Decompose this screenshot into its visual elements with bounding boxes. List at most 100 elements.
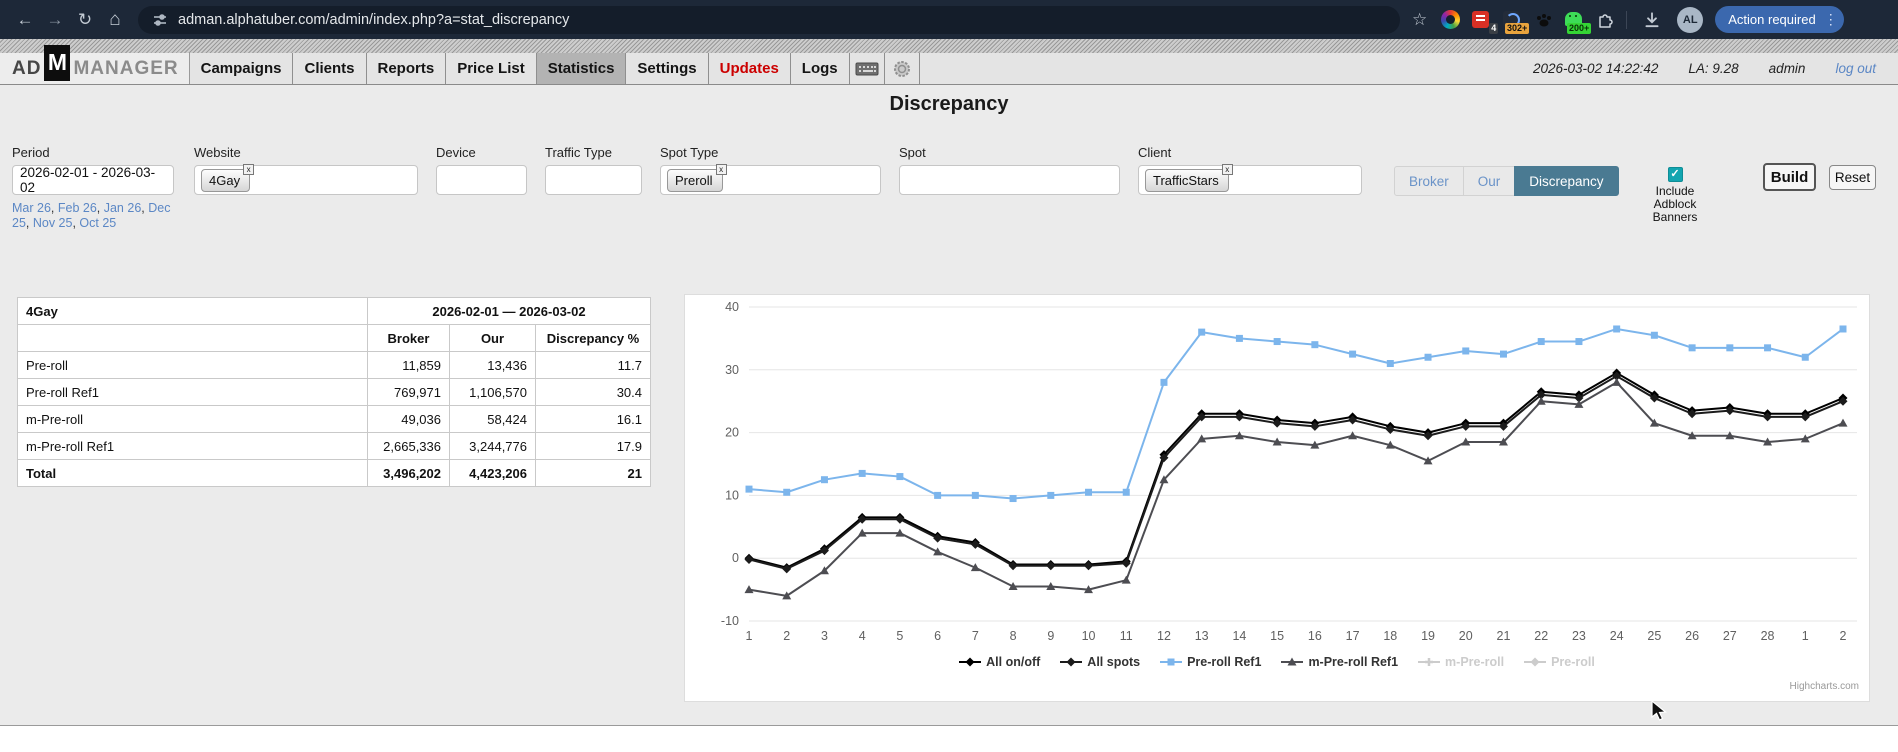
col-our: Our (449, 324, 536, 352)
quick-link-dec25[interactable]: Dec 25 (12, 201, 171, 230)
action-required-button[interactable]: Action required ⋮ (1715, 6, 1844, 33)
client-tag-remove-icon[interactable]: x (1221, 163, 1233, 175)
browser-menu-icon[interactable]: ⋮ (1823, 11, 1838, 27)
address-bar[interactable]: adman.alphatuber.com/admin/index.php?a=s… (138, 5, 1400, 34)
svg-text:40: 40 (725, 300, 739, 314)
reload-icon[interactable]: ↻ (77, 9, 93, 29)
green-extension-icon[interactable]: 200+ (1565, 10, 1592, 34)
legend-item-pre-roll-ref1[interactable]: Pre-roll Ref1 (1160, 655, 1261, 669)
client-tag: TrafficStars x (1145, 163, 1233, 192)
svg-text:16: 16 (1308, 629, 1322, 643)
colorwheel-extension-icon[interactable] (1441, 9, 1461, 30)
tab-price-list[interactable]: Price List (446, 53, 537, 84)
spot-type-input[interactable]: Preroll x (660, 163, 881, 195)
paw-extension-icon[interactable] (1534, 10, 1554, 30)
forward-icon[interactable]: → (46, 9, 64, 29)
svg-text:22: 22 (1534, 629, 1548, 643)
profile-avatar[interactable]: AL (1677, 6, 1704, 33)
quick-link-oct25[interactable]: Oct 25 (79, 216, 117, 230)
col-broker: Broker (367, 324, 450, 352)
pre-roll-ref1-legend-marker-icon (1160, 658, 1183, 666)
logo-ad: AD (12, 57, 42, 79)
client-input[interactable]: TrafficStars x (1138, 163, 1362, 195)
blue-extension-icon[interactable]: 302+ (1503, 10, 1530, 34)
logout-link[interactable]: log out (1835, 61, 1876, 76)
header-user: admin (1768, 61, 1806, 76)
website-input[interactable]: 4Gay x (194, 163, 418, 195)
svg-text:19: 19 (1421, 629, 1435, 643)
app-header: AD M MANAGER Campaigns Clients Reports P… (0, 39, 1898, 85)
tab-reports[interactable]: Reports (367, 53, 447, 84)
tab-updates[interactable]: Updates (709, 53, 791, 84)
site-settings-icon[interactable] (152, 12, 168, 28)
home-icon[interactable]: ⌂ (109, 8, 121, 30)
traffic-type-input[interactable] (545, 165, 642, 195)
tab-campaigns[interactable]: Campaigns (190, 53, 294, 84)
svg-text:5: 5 (896, 629, 903, 643)
spot-input[interactable] (899, 165, 1120, 195)
table-period-cell: 2026-02-01 — 2026-03-02 (367, 297, 651, 325)
seal-icon[interactable] (885, 53, 920, 84)
spot-type-tag: Preroll x (667, 163, 727, 192)
legend-item-m-pre-roll-ref1[interactable]: m-Pre-roll Ref1 (1281, 655, 1398, 669)
filter-website: Website 4Gay x (194, 145, 418, 195)
svg-text:1: 1 (1802, 629, 1809, 643)
quick-link-nov25[interactable]: Nov 25 (32, 216, 73, 230)
adblock-checkbox[interactable]: ✓ (1667, 167, 1683, 182)
build-button[interactable]: Build (1763, 163, 1816, 191)
red-extension-badge: 4 (1489, 22, 1499, 34)
all-spots-series (744, 371, 1848, 574)
period-label: Period (12, 145, 50, 160)
svg-text:23: 23 (1572, 629, 1586, 643)
highcharts-credit[interactable]: Highcharts.com (1789, 681, 1859, 692)
mode-our-button[interactable]: Our (1462, 166, 1516, 196)
device-input[interactable] (436, 165, 527, 195)
url-text[interactable]: adman.alphatuber.com/admin/index.php?a=s… (178, 11, 570, 28)
discrepancy-table: 4Gay 2026-02-01 — 2026-03-02 Broker Our … (17, 297, 651, 487)
table-title-row: 4Gay 2026-02-01 — 2026-03-02 (17, 297, 651, 325)
all-on-off-series (744, 368, 1848, 573)
adblock-label-line2: Adblock (1653, 197, 1697, 211)
legend-item-all-spots[interactable]: All spots (1060, 655, 1140, 669)
tab-settings[interactable]: Settings (626, 53, 709, 84)
extensions-puzzle-icon[interactable] (1596, 10, 1616, 30)
quick-link-jan26[interactable]: Jan 26 (103, 201, 142, 215)
legend-item-pre-roll[interactable]: Pre-roll (1524, 655, 1595, 669)
tab-logs[interactable]: Logs (791, 53, 850, 84)
website-tag-remove-icon[interactable]: x (243, 163, 255, 175)
svg-text:20: 20 (1459, 629, 1473, 643)
spot-type-label: Spot Type (660, 145, 719, 160)
green-extension-badge: 200+ (1566, 22, 1592, 34)
svg-text:-10: -10 (721, 614, 739, 628)
keyboard-icon[interactable] (850, 53, 885, 84)
filter-spot: Spot (899, 145, 1120, 195)
filter-traffic-type: Traffic Type (545, 145, 642, 195)
mode-discrepancy-button[interactable]: Discrepancy (1514, 166, 1619, 196)
tab-clients[interactable]: Clients (293, 53, 367, 84)
quick-link-mar26[interactable]: Mar 26 (12, 201, 51, 215)
table-total-row: Total 3,496,202 4,423,206 21 (17, 459, 651, 487)
spot-type-tag-remove-icon[interactable]: x (715, 163, 727, 175)
col-discrepancy: Discrepancy % (535, 324, 651, 352)
mode-broker-button[interactable]: Broker (1394, 166, 1464, 196)
tab-statistics[interactable]: Statistics (536, 53, 627, 84)
extensions-row: 4 302+ 200+ (1441, 9, 1616, 34)
svg-text:25: 25 (1647, 629, 1661, 643)
period-input[interactable]: 2026-02-01 - 2026-03-02 (12, 165, 174, 195)
legend-label: Pre-roll Ref1 (1187, 655, 1262, 669)
reset-button[interactable]: Reset (1829, 165, 1876, 190)
legend-item-all-on-off[interactable]: All on/off (959, 655, 1040, 669)
adblock-label-line3: Banners (1652, 210, 1698, 224)
back-icon[interactable]: ← (16, 9, 34, 29)
svg-text:14: 14 (1232, 629, 1246, 643)
quick-link-feb26[interactable]: Feb 26 (57, 201, 97, 215)
discrepancy-chart-panel: -10 0 10 20 30 40 1 2 3 4 5 6 7 8 9 10 11 12 13 14 15 16 17 18 1… (684, 294, 1870, 702)
red-extension-icon[interactable]: 4 (1472, 10, 1499, 34)
downloads-icon[interactable] (1637, 5, 1667, 35)
logo-manager: MANAGER (73, 57, 179, 79)
svg-text:18: 18 (1383, 629, 1397, 643)
bookmark-star-icon[interactable]: ☆ (1412, 9, 1428, 29)
svg-text:4: 4 (859, 629, 866, 643)
legend-item-m-pre-roll[interactable]: m-Pre-roll (1418, 655, 1504, 669)
table-row: Pre-roll Ref1 769,971 1,106,570 30.4 (17, 378, 651, 406)
